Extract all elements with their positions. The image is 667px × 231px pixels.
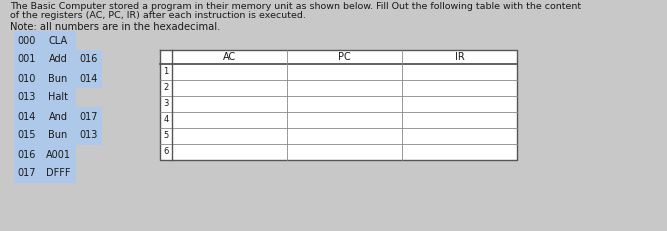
Text: A001: A001 (45, 149, 71, 159)
Text: 016: 016 (80, 55, 98, 64)
Text: Bun: Bun (49, 131, 67, 140)
Text: 017: 017 (80, 112, 98, 122)
Text: DFFF: DFFF (46, 168, 70, 179)
Text: 000: 000 (18, 36, 36, 46)
Text: Halt: Halt (48, 92, 68, 103)
Text: Bun: Bun (49, 73, 67, 83)
Text: 013: 013 (18, 92, 36, 103)
Text: 014: 014 (80, 73, 98, 83)
Text: 013: 013 (80, 131, 98, 140)
Bar (14, 88, 76, 107)
Bar (14, 164, 76, 183)
Text: 5: 5 (163, 131, 169, 140)
Text: The Basic Computer stored a program in their memory unit as shown below. Fill Ou: The Basic Computer stored a program in t… (10, 2, 581, 11)
Text: 2: 2 (163, 83, 169, 92)
Bar (14, 69, 102, 88)
Text: 1: 1 (163, 67, 169, 76)
Text: 015: 015 (18, 131, 36, 140)
Text: 016: 016 (18, 149, 36, 159)
Text: 017: 017 (18, 168, 36, 179)
Text: 014: 014 (18, 112, 36, 122)
Text: AC: AC (223, 52, 236, 62)
Text: 010: 010 (18, 73, 36, 83)
Text: IR: IR (455, 52, 464, 62)
Bar (14, 31, 76, 50)
Text: 6: 6 (163, 148, 169, 156)
Bar (14, 145, 76, 164)
Bar (160, 50, 517, 160)
Text: CLA: CLA (49, 36, 67, 46)
Text: of the registers (AC, PC, IR) after each instruction is executed.: of the registers (AC, PC, IR) after each… (10, 11, 306, 20)
Text: 4: 4 (163, 116, 169, 125)
Text: And: And (49, 112, 67, 122)
Text: 3: 3 (163, 100, 169, 109)
Text: Add: Add (49, 55, 67, 64)
Text: Note: all numbers are in the hexadecimal.: Note: all numbers are in the hexadecimal… (10, 22, 220, 32)
Bar (14, 50, 102, 69)
Bar (14, 126, 102, 145)
Bar (14, 107, 102, 126)
Text: 001: 001 (18, 55, 36, 64)
Text: PC: PC (338, 52, 351, 62)
